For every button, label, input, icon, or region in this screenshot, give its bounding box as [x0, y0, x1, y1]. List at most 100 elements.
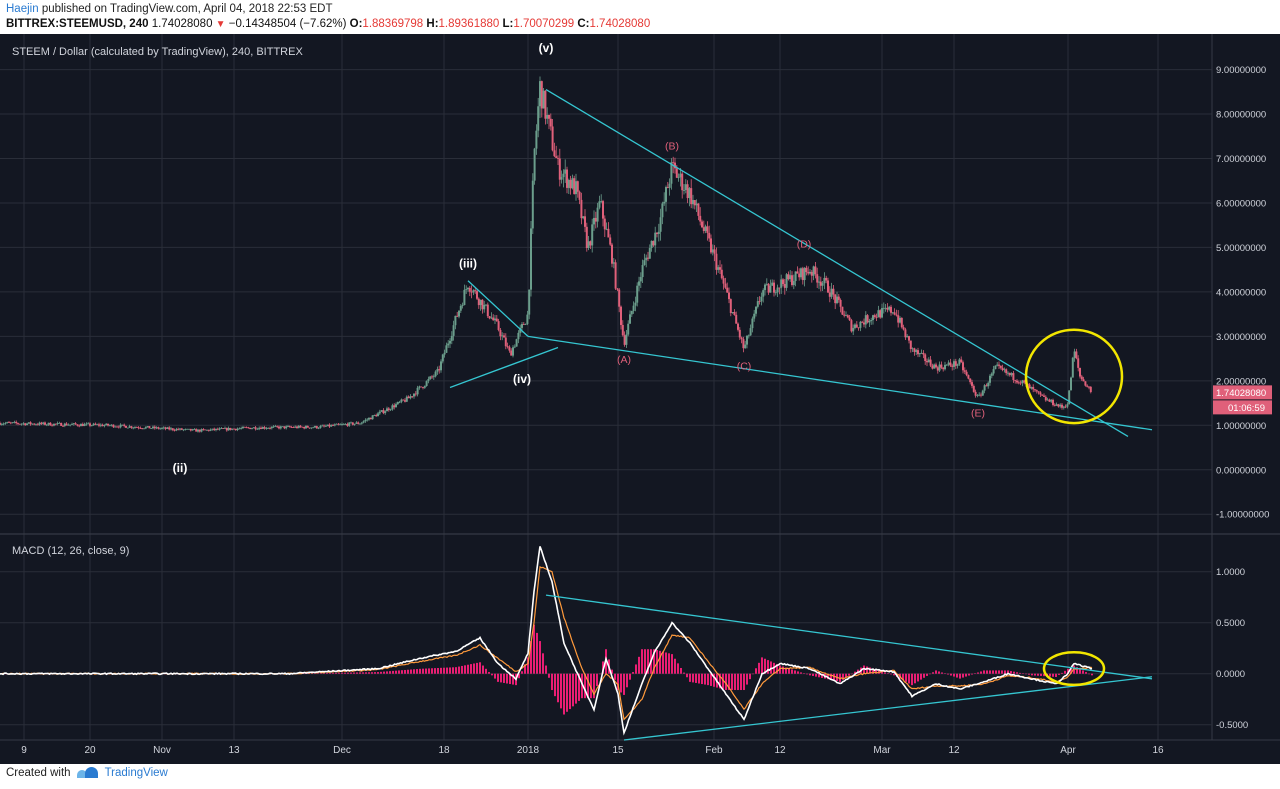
candle-body — [839, 299, 842, 307]
histogram-bar — [581, 673, 583, 699]
author-link[interactable]: Haejin — [6, 3, 39, 15]
histogram-bar — [368, 672, 370, 674]
wave-label: (v) — [539, 41, 554, 55]
histogram-bar — [920, 673, 922, 680]
candle-body — [188, 428, 190, 430]
macd-y-tick-label: 0.5000 — [1216, 618, 1245, 629]
candle-body — [697, 203, 700, 216]
candle-body — [893, 312, 896, 315]
candle-body — [1048, 399, 1051, 402]
histogram-bar — [461, 665, 463, 674]
candle-body — [1037, 391, 1040, 393]
candle-body — [580, 199, 583, 219]
candle-body — [1057, 404, 1060, 407]
candle-body — [400, 399, 403, 402]
candle-body — [470, 291, 473, 293]
candle-body — [60, 422, 63, 426]
candle-body — [733, 312, 736, 315]
histogram-bar — [938, 671, 940, 674]
candle-body — [591, 224, 594, 246]
candle-body — [497, 321, 500, 330]
histogram-bar — [1037, 673, 1039, 676]
histogram-bar — [482, 665, 484, 674]
histogram-bar — [1007, 670, 1009, 674]
histogram-bar — [1031, 673, 1033, 676]
candle-body — [938, 364, 941, 371]
x-tick-label: 12 — [774, 745, 786, 756]
trendline — [545, 89, 1129, 437]
histogram-bar — [1076, 667, 1078, 674]
candle-body — [402, 399, 405, 401]
candle-body — [333, 424, 336, 426]
candle-body — [823, 277, 826, 284]
candle-body — [508, 346, 511, 351]
histogram-bar — [386, 671, 388, 674]
candle-body — [747, 335, 750, 337]
candle-body — [458, 310, 460, 317]
candle-body — [324, 426, 327, 427]
candle-body — [639, 277, 642, 282]
candle-body — [548, 114, 550, 119]
candle-body — [976, 395, 979, 397]
candle-body — [425, 381, 428, 387]
histogram-bar — [995, 670, 997, 674]
candle-body — [636, 285, 639, 303]
candle-body — [476, 291, 478, 299]
x-tick-label: 16 — [1152, 745, 1164, 756]
candle-body — [963, 370, 966, 372]
macd-trendline — [623, 676, 1153, 741]
histogram-bar — [641, 649, 643, 674]
candle-body — [170, 428, 172, 430]
histogram-bar — [452, 667, 454, 674]
candle-body — [830, 288, 833, 297]
candle-body — [776, 287, 779, 293]
candle-body — [1079, 367, 1081, 377]
candle-body — [287, 426, 289, 427]
macd-y-tick-label: 0.0000 — [1216, 669, 1245, 680]
histogram-bar — [524, 664, 526, 674]
candle-body — [954, 361, 957, 366]
x-tick-label: 18 — [438, 745, 450, 756]
candle-body — [405, 396, 408, 402]
countdown-tag — [1213, 400, 1272, 415]
candle-body — [337, 423, 340, 425]
tradingview-link[interactable]: TradingView — [104, 767, 168, 779]
candle-body — [834, 294, 837, 304]
candle-body — [378, 411, 381, 414]
candle-body — [0, 423, 1, 425]
candle-body — [749, 328, 752, 336]
x-tick-label: 20 — [84, 745, 96, 756]
histogram-bar — [314, 673, 316, 674]
histogram-bar — [518, 673, 520, 679]
chart-container[interactable]: 9 20 Nov 13 Dec 18 2018 15 Feb 12 Mar 12 Apr 16 9.0000… — [0, 34, 1280, 764]
candle-body — [279, 426, 282, 429]
histogram-bar — [884, 672, 886, 674]
candle-body — [411, 396, 414, 398]
candle-body — [686, 184, 689, 199]
histogram-bar — [545, 665, 547, 674]
histogram-bar — [428, 668, 430, 674]
tradingview-logo-icon — [76, 767, 99, 779]
candle-body — [108, 425, 111, 427]
candle-body — [785, 274, 788, 288]
candle-body — [166, 427, 169, 429]
candle-body — [319, 426, 322, 428]
chart-svg[interactable]: 9 20 Nov 13 Dec 18 2018 15 Feb 12 Mar 12 Apr 16 9.0000… — [0, 34, 1280, 764]
histogram-bar — [791, 669, 793, 674]
candle-body — [760, 296, 763, 302]
candle-body — [791, 275, 793, 286]
histogram-bar — [965, 673, 967, 677]
candle-body — [1073, 351, 1076, 358]
candle-body — [1059, 404, 1062, 407]
candle-body — [1062, 406, 1065, 408]
candle-body — [679, 173, 682, 178]
candle-body — [67, 424, 70, 426]
candle-body — [980, 394, 982, 396]
candle-body — [179, 428, 181, 430]
candle-body — [375, 415, 378, 417]
candle-body — [467, 287, 469, 290]
histogram-bar — [455, 667, 457, 674]
candle-body — [135, 427, 138, 428]
candle-body — [690, 188, 693, 205]
candle-body — [53, 423, 55, 426]
